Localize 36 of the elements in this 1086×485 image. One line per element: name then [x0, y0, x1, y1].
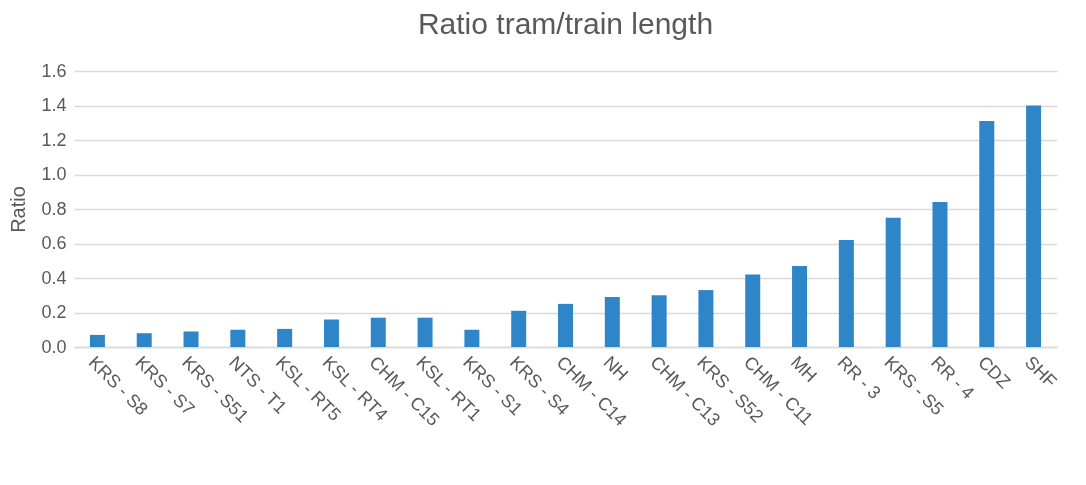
- x-tick-label: SHF: [1020, 352, 1061, 392]
- y-tick-label: 1.2: [41, 129, 67, 150]
- bar: [885, 217, 901, 347]
- y-tick-label: 0.2: [41, 302, 67, 322]
- bar: [183, 331, 199, 347]
- bar: [511, 310, 527, 347]
- bar: [417, 317, 433, 347]
- bar: [792, 265, 808, 347]
- y-tick-label: 0.4: [41, 267, 67, 288]
- bar: [745, 274, 761, 347]
- y-tick-label: 0.6: [41, 233, 67, 253]
- bar: [698, 290, 714, 347]
- chart-title: Ratio tram/train length: [417, 7, 714, 40]
- bar: [277, 328, 293, 347]
- y-tick-label: 1.4: [41, 95, 67, 115]
- bar: [1026, 105, 1042, 347]
- bar: [89, 334, 105, 347]
- bar: [979, 121, 995, 347]
- bar: [651, 295, 667, 347]
- y-tick-label: 0.0: [41, 336, 67, 357]
- y-tick-label: 1.0: [41, 164, 67, 184]
- bar: [838, 240, 854, 347]
- bar: [370, 317, 386, 347]
- x-tick-label: RR - 3: [833, 352, 885, 404]
- y-tick-label: 0.8: [41, 198, 67, 219]
- bar: [464, 329, 480, 347]
- bar: [136, 333, 152, 347]
- x-tick-label: NH: [599, 352, 633, 385]
- bar: [604, 296, 620, 347]
- y-axis-title: Ratio: [7, 186, 30, 233]
- y-tick-label: 1.6: [41, 60, 67, 81]
- x-tick-label: MH: [786, 352, 821, 387]
- bar: [323, 319, 339, 347]
- bar: [230, 329, 246, 347]
- bar: [932, 202, 948, 347]
- bar: [558, 303, 573, 347]
